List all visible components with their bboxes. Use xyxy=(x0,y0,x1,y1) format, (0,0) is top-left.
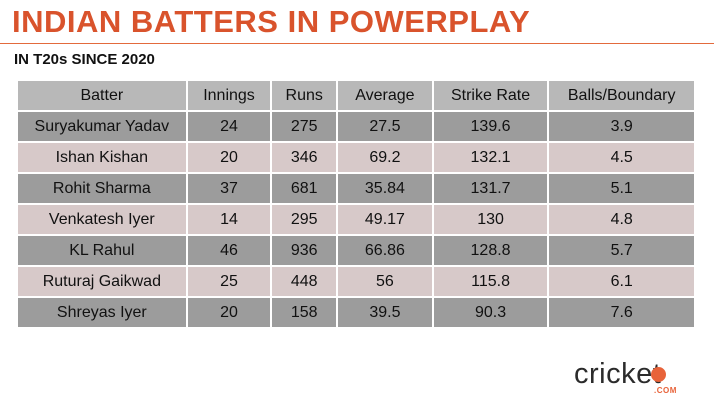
cell-average: 39.5 xyxy=(338,298,432,327)
page-subtitle: IN T20s SINCE 2020 xyxy=(14,51,155,68)
table-row: Ruturaj Gaikwad 25 448 56 115.8 6.1 xyxy=(18,267,694,296)
cell-runs: 275 xyxy=(272,112,337,141)
header-balls-per-boundary: Balls/Boundary xyxy=(549,81,694,110)
table-header-row: Batter Innings Runs Average Strike Rate … xyxy=(18,81,694,110)
cell-strike-rate: 139.6 xyxy=(433,112,548,141)
cell-strike-rate: 131.7 xyxy=(433,174,548,203)
cell-batter: Rohit Sharma xyxy=(18,174,186,203)
header-strike-rate: Strike Rate xyxy=(433,81,548,110)
cell-strike-rate: 130 xyxy=(433,205,548,234)
table-row: Rohit Sharma 37 681 35.84 131.7 5.1 xyxy=(18,174,694,203)
page-title: INDIAN BATTERS IN POWERPLAY xyxy=(12,4,531,39)
cell-innings: 20 xyxy=(187,298,271,327)
table-row: Suryakumar Yadav 24 275 27.5 139.6 3.9 xyxy=(18,112,694,141)
cell-balls-per-boundary: 4.5 xyxy=(549,143,694,172)
cell-balls-per-boundary: 5.7 xyxy=(549,236,694,265)
cell-average: 35.84 xyxy=(338,174,432,203)
header-runs: Runs xyxy=(272,81,337,110)
cell-innings: 24 xyxy=(187,112,271,141)
stats-table: Batter Innings Runs Average Strike Rate … xyxy=(16,79,696,329)
cell-balls-per-boundary: 7.6 xyxy=(549,298,694,327)
cell-average: 27.5 xyxy=(338,112,432,141)
cell-strike-rate: 115.8 xyxy=(433,267,548,296)
table-row: Ishan Kishan 20 346 69.2 132.1 4.5 xyxy=(18,143,694,172)
cell-batter: Shreyas Iyer xyxy=(18,298,186,327)
cell-strike-rate: 128.8 xyxy=(433,236,548,265)
cell-innings: 14 xyxy=(187,205,271,234)
cell-runs: 346 xyxy=(272,143,337,172)
cell-runs: 936 xyxy=(272,236,337,265)
cell-average: 66.86 xyxy=(338,236,432,265)
header-batter: Batter xyxy=(18,81,186,110)
cell-innings: 20 xyxy=(187,143,271,172)
cell-innings: 46 xyxy=(187,236,271,265)
cell-balls-per-boundary: 4.8 xyxy=(549,205,694,234)
cell-innings: 25 xyxy=(187,267,271,296)
logo-wordmark: cricket xyxy=(574,358,662,390)
cell-average: 49.17 xyxy=(338,205,432,234)
cell-balls-per-boundary: 6.1 xyxy=(549,267,694,296)
header-innings: Innings xyxy=(187,81,271,110)
cell-runs: 158 xyxy=(272,298,337,327)
cell-runs: 295 xyxy=(272,205,337,234)
cell-batter: Ruturaj Gaikwad xyxy=(18,267,186,296)
cell-batter: KL Rahul xyxy=(18,236,186,265)
cell-strike-rate: 90.3 xyxy=(433,298,548,327)
cell-balls-per-boundary: 5.1 xyxy=(549,174,694,203)
table-row: Shreyas Iyer 20 158 39.5 90.3 7.6 xyxy=(18,298,694,327)
cricket-ball-icon xyxy=(651,367,666,382)
cell-batter: Ishan Kishan xyxy=(18,143,186,172)
cell-balls-per-boundary: 3.9 xyxy=(549,112,694,141)
cell-innings: 37 xyxy=(187,174,271,203)
cell-batter: Suryakumar Yadav xyxy=(18,112,186,141)
logo-suffix: .COM xyxy=(654,386,677,395)
table-row: Venkatesh Iyer 14 295 49.17 130 4.8 xyxy=(18,205,694,234)
header-average: Average xyxy=(338,81,432,110)
table-row: KL Rahul 46 936 66.86 128.8 5.7 xyxy=(18,236,694,265)
title-divider xyxy=(0,43,714,44)
cell-strike-rate: 132.1 xyxy=(433,143,548,172)
brand-logo: cricket .COM xyxy=(574,358,706,398)
cell-average: 69.2 xyxy=(338,143,432,172)
cell-average: 56 xyxy=(338,267,432,296)
cell-runs: 448 xyxy=(272,267,337,296)
cell-batter: Venkatesh Iyer xyxy=(18,205,186,234)
cell-runs: 681 xyxy=(272,174,337,203)
